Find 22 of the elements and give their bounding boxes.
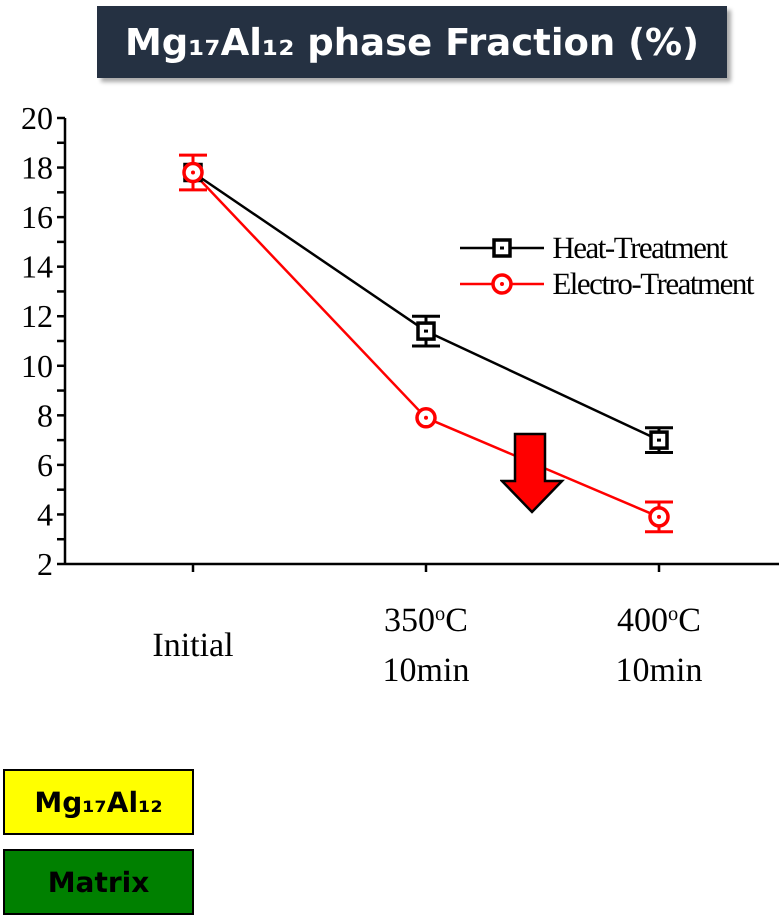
point	[649, 430, 669, 450]
chart-title: Mg₁₇Al₁₂ phase Fraction (%)	[124, 20, 700, 64]
legend-label: Electro-Treatment	[552, 266, 753, 302]
y-tick-label: 20	[21, 100, 53, 136]
y-tick-label: 2	[37, 546, 53, 582]
x-tick-label: 350$^{o}$C 10min	[382, 602, 470, 689]
y-tick-label: 8	[37, 397, 53, 434]
y-tick-label: 18	[21, 150, 53, 186]
legend-label: Heat-Treatment	[552, 230, 727, 266]
y-tick-label: 10	[21, 348, 53, 384]
text: Matrix	[48, 866, 150, 898]
y-tick-label: 4	[37, 496, 53, 532]
y-tick-label: 6	[37, 446, 53, 483]
x-tick-label: Initial	[152, 627, 234, 664]
text: Mg₁₇Al₁₂	[34, 786, 163, 818]
point	[416, 321, 436, 341]
y-tick-label: 16	[21, 199, 53, 236]
x-tick-label: 400$^{o}$C 10min	[616, 602, 702, 689]
point	[415, 407, 437, 429]
point	[648, 506, 670, 528]
y-tick-label: 12	[21, 298, 53, 334]
y-tick-label: 14	[21, 248, 53, 285]
